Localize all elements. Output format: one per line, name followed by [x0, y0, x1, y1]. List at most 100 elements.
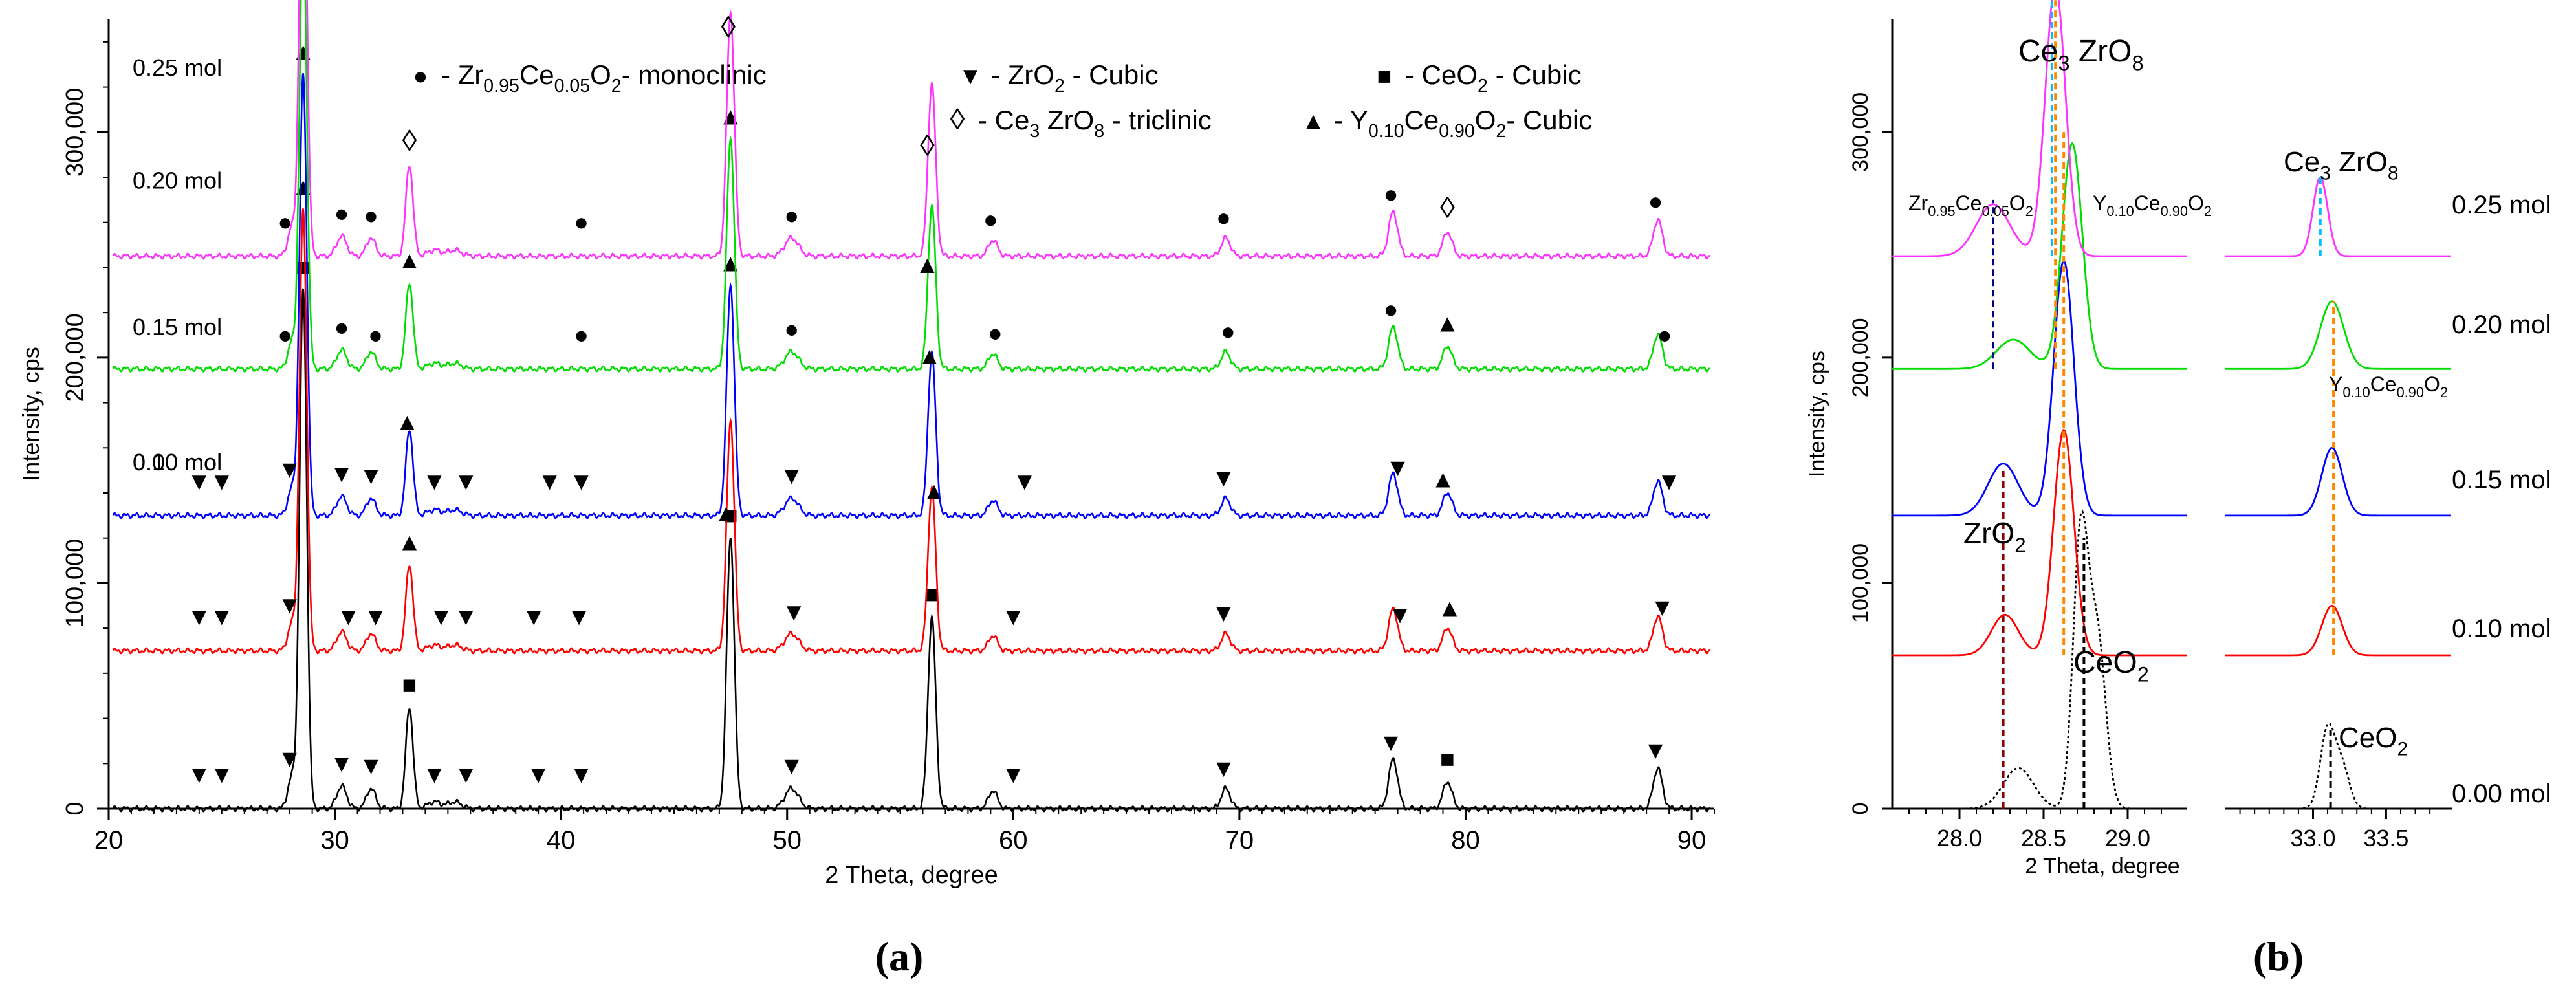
- series-line-left: [1892, 259, 2187, 517]
- phase-marker: ▼: [210, 468, 234, 496]
- phase-marker: ●: [1384, 296, 1399, 323]
- phase-marker: ▼: [780, 463, 804, 490]
- phase-marker: ●: [368, 322, 383, 349]
- series-line-0-20-mol: [112, 0, 1710, 373]
- phase-marker: ▼: [1650, 595, 1675, 622]
- peak-annotation: ZrO2: [1963, 516, 2026, 556]
- phase-marker: ▼: [278, 592, 302, 619]
- phase-marker: ▼: [364, 604, 388, 631]
- x-tick-label: 50: [772, 826, 802, 855]
- phase-marker: ▲: [714, 500, 739, 527]
- phase-marker: ●: [574, 322, 589, 349]
- series-line-0-10-mol: [112, 208, 1710, 655]
- phase-marker: ▼: [1386, 454, 1410, 481]
- phase-marker: ▼: [569, 468, 594, 496]
- legend-glyph: ▲: [1301, 108, 1326, 135]
- y-tick-label: 0: [1848, 803, 1873, 815]
- y-tick-label: 100,000: [1848, 543, 1873, 623]
- phase-marker: ◊: [402, 124, 417, 157]
- phase-marker: ▼: [1212, 755, 1236, 782]
- caption-b: (b): [2253, 933, 2304, 979]
- phase-marker: ◊: [1440, 190, 1455, 224]
- phase-marker: ●: [334, 314, 349, 342]
- series-label: 0.00 mol: [2452, 780, 2551, 808]
- phase-marker: ▼: [210, 604, 234, 631]
- series-line-right: [2225, 176, 2451, 257]
- phase-marker: ●: [1657, 322, 1672, 349]
- series-line-left: [1892, 0, 2187, 257]
- series-label: 0.10 mol: [133, 449, 222, 475]
- series-line-right: [2225, 300, 2451, 370]
- peak-annotation: Ce3 ZrO8: [2018, 34, 2144, 74]
- phase-marker: ▼: [278, 457, 302, 484]
- series-line-0-25-mol: [112, 0, 1710, 260]
- legend-entry: - CeO2 - Cubic: [1405, 60, 1582, 96]
- x-axis-label: 2 Theta, degree: [2025, 854, 2179, 878]
- caption-a: (a): [875, 933, 924, 979]
- phase-marker: ▲: [1437, 595, 1462, 622]
- series-label: 0.25 mol: [133, 54, 222, 81]
- y-tick-label: 0: [61, 802, 89, 815]
- phase-marker: ▲: [1431, 466, 1456, 493]
- series-label: 0.10 mol: [2452, 615, 2551, 643]
- phase-marker: ▼: [780, 753, 804, 780]
- phase-marker: ●: [983, 206, 998, 234]
- x-tick-label: 30: [320, 826, 349, 855]
- y-tick-label: 100,000: [61, 539, 89, 627]
- series-line-left: [1892, 428, 2187, 657]
- phase-marker: ▲: [719, 250, 743, 277]
- series-label: 0.15 mol: [133, 314, 222, 340]
- x-tick-label: 20: [94, 826, 124, 855]
- y-tick-label: 200,000: [1848, 318, 1873, 397]
- phase-marker: ▼: [781, 599, 806, 626]
- series-label: 0.25 mol: [2452, 191, 2551, 219]
- series-line-0-00-mol: [112, 288, 1710, 813]
- phase-marker: ▼: [1657, 468, 1681, 496]
- phase-marker: ▼: [422, 761, 447, 789]
- legend-glyph: ▼: [958, 63, 983, 90]
- phase-marker: ●: [1648, 188, 1663, 215]
- series-line-0-15-mol: [112, 73, 1710, 519]
- y-axis-label: Intensity, cps: [1805, 351, 1829, 477]
- phase-marker: ▼: [1643, 737, 1668, 765]
- phase-marker: ▼: [187, 604, 212, 631]
- phase-marker: ▼: [278, 745, 302, 772]
- x-tick-label: 80: [1451, 826, 1480, 855]
- peak-annotation: Zr0.95Ce0.05O2: [1908, 191, 2033, 219]
- legend-glyph: ■: [1377, 63, 1392, 90]
- x-tick-label: 28.5: [2021, 825, 2066, 851]
- phase-marker: ●: [784, 202, 799, 230]
- series-line-left: [1892, 142, 2187, 370]
- phase-marker: ●: [334, 201, 349, 228]
- phase-marker: ▲: [291, 39, 316, 66]
- x-tick-label: 40: [547, 826, 576, 855]
- x-tick-label: 70: [1225, 826, 1254, 855]
- peak-annotation: Y0.10Ce0.90O2: [2329, 373, 2448, 400]
- phase-marker: ▼: [422, 468, 447, 496]
- series-line-right: [2225, 446, 2451, 517]
- phase-marker: ▼: [329, 461, 354, 488]
- peak-annotation: Y0.10Ce0.90O2: [2093, 191, 2212, 219]
- phase-marker: ▼: [569, 761, 594, 789]
- phase-marker: ▼: [1001, 604, 1025, 631]
- legend-entry: - Zr0.95Ce0.05O2- monoclinic: [441, 60, 767, 96]
- phase-marker: ▼: [359, 463, 384, 490]
- legend-entry: - Y0.10Ce0.90O2- Cubic: [1334, 105, 1592, 142]
- y-tick-label: 300,000: [1848, 93, 1873, 172]
- legend-glyph: ◊: [950, 102, 965, 136]
- phase-marker: ▲: [395, 409, 420, 436]
- phase-marker: ▼: [567, 604, 591, 631]
- peak-annotation: CeO2: [2339, 722, 2408, 759]
- phase-marker: ▼: [538, 468, 562, 496]
- legend-entry: - Ce3 ZrO8 - triclinic: [978, 105, 1212, 142]
- phase-marker: ■: [1440, 746, 1455, 773]
- phase-marker: ●: [988, 320, 1003, 347]
- phase-marker: ●: [1216, 204, 1231, 232]
- legend-entry: - ZrO2 - Cubic: [991, 60, 1159, 96]
- phase-marker: ▼: [1212, 464, 1236, 492]
- phase-marker: ▼: [1212, 600, 1236, 627]
- y-tick-label: 300,000: [61, 88, 89, 177]
- phase-marker: ▲: [397, 529, 422, 556]
- x-tick-label: 33.5: [2363, 825, 2408, 851]
- x-axis-label: 2 Theta, degree: [825, 862, 998, 889]
